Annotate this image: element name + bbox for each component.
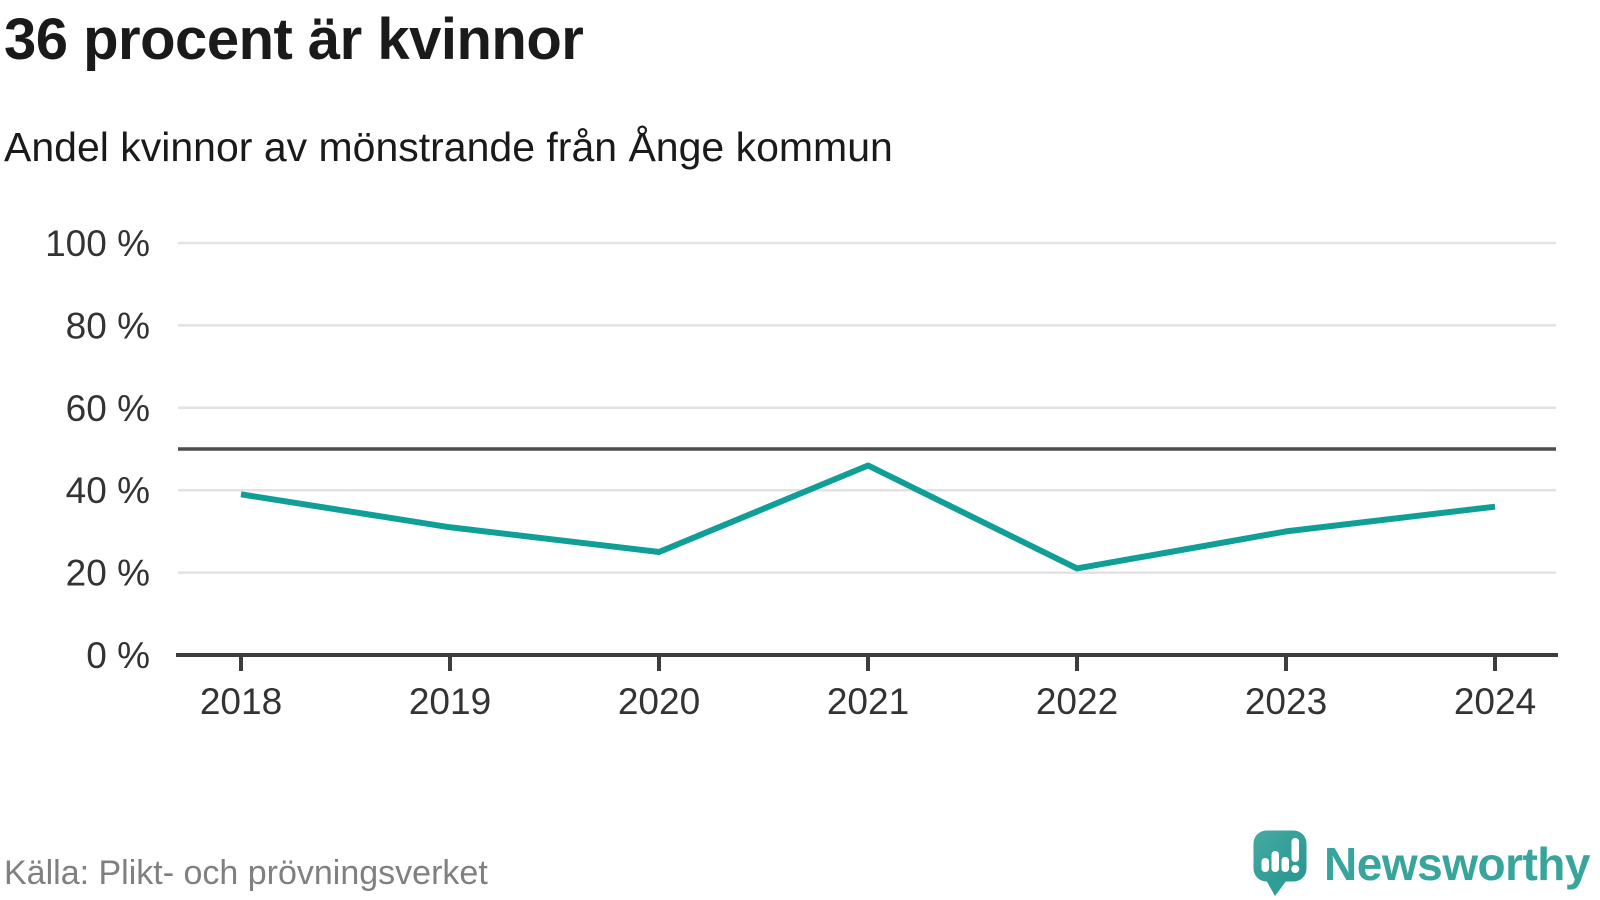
brand-name: Newsworthy <box>1324 838 1590 890</box>
y-tick-label: 20 % <box>66 553 150 594</box>
data-line <box>240 462 1496 572</box>
newsworthy-logo-icon <box>1253 830 1307 896</box>
y-tick-label: 80 % <box>66 305 150 346</box>
x-tick-label: 2023 <box>1245 681 1327 722</box>
x-tick-label: 2021 <box>827 681 909 722</box>
page-subtitle: Andel kvinnor av mönstrande från Ånge ko… <box>4 124 893 170</box>
x-tick-label: 2020 <box>618 681 700 722</box>
x-tick-label: 2019 <box>409 681 491 722</box>
source-caption: Källa: Plikt- och prövningsverket <box>4 854 488 892</box>
y-tick-label: 0 % <box>86 635 150 676</box>
x-tick-label: 2022 <box>1036 681 1118 722</box>
y-tick-label: 40 % <box>66 470 150 511</box>
x-tick-label: 2018 <box>200 681 282 722</box>
y-tick-label: 60 % <box>66 388 150 429</box>
newsworthy-logo: Newsworthy <box>1252 828 1590 900</box>
y-tick-label: 100 % <box>45 223 150 264</box>
page-title: 36 procent är kvinnor <box>4 7 584 72</box>
x-tick-label: 2024 <box>1454 681 1536 722</box>
